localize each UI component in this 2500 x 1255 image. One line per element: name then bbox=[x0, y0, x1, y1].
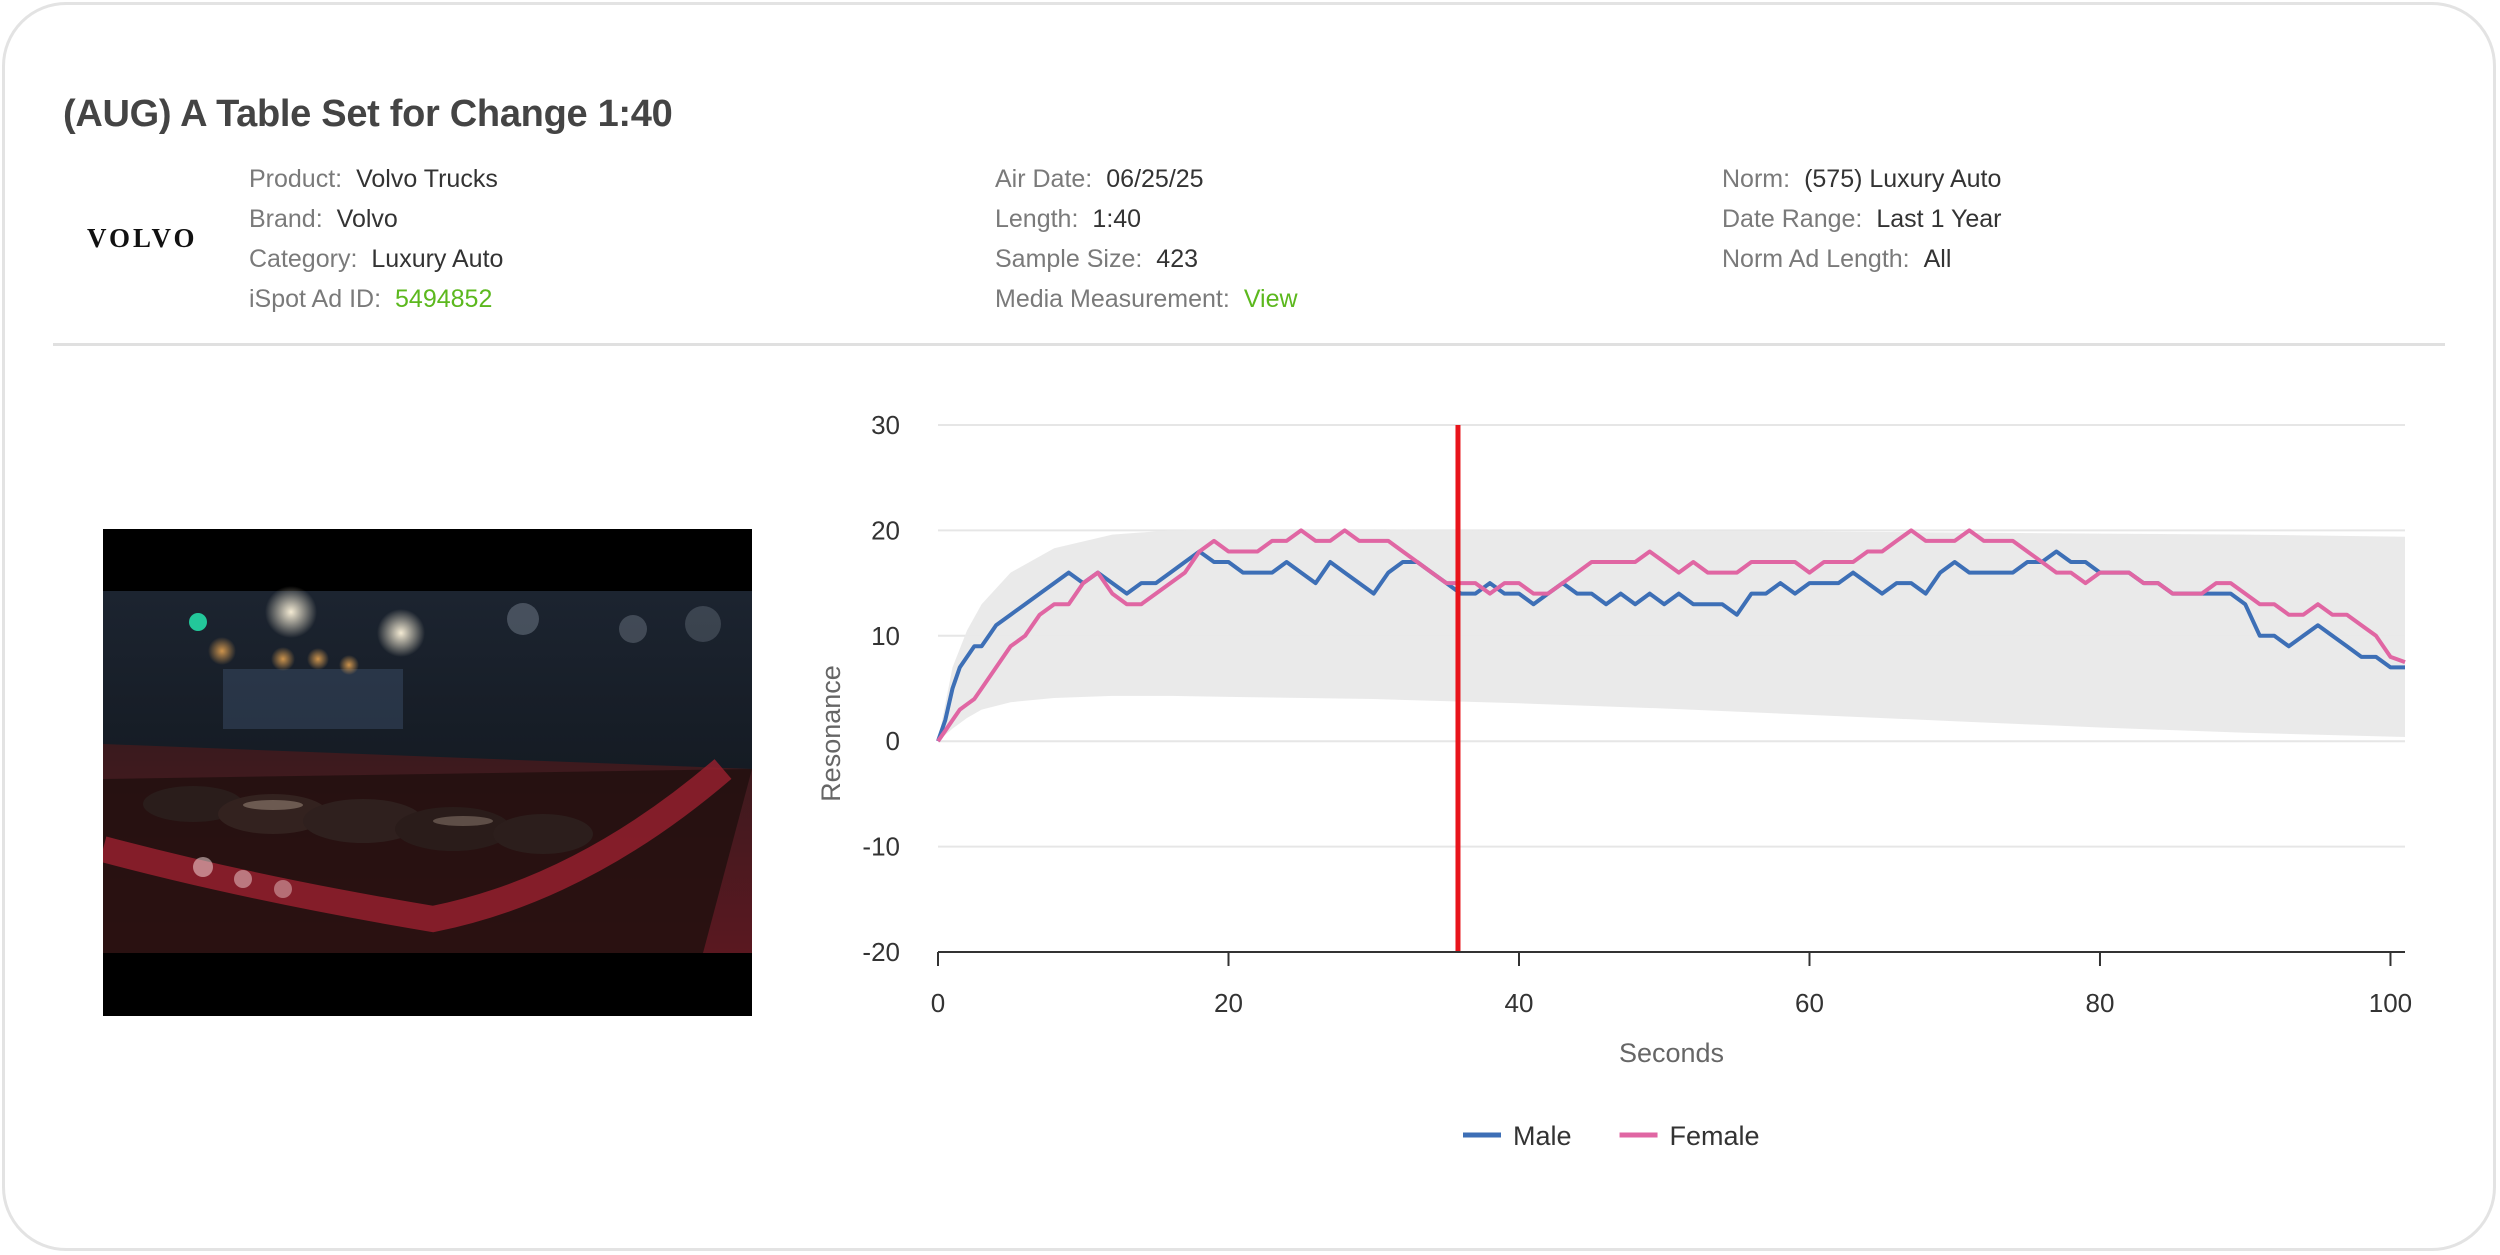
detail-brand: Brand: Volvo bbox=[249, 205, 398, 233]
detail-ad-id: iSpot Ad ID: 5494852 bbox=[249, 285, 493, 313]
x-tick-label: 60 bbox=[1795, 988, 1824, 1018]
video-still-image bbox=[103, 529, 752, 1016]
y-tick-label: 0 bbox=[886, 726, 900, 756]
detail-category: Category: Luxury Auto bbox=[249, 245, 504, 273]
y-tick-label: 20 bbox=[871, 515, 900, 545]
video-thumbnail[interactable] bbox=[103, 529, 752, 1016]
detail-date-range: Date Range: Last 1 Year bbox=[1722, 205, 2002, 233]
chart-axes: -20 -10 0 10 20 30 0 20 40 60 80 100 bbox=[862, 410, 2412, 1018]
chart-series-layer bbox=[936, 528, 2406, 743]
y-axis-title: Resonance bbox=[816, 665, 846, 802]
detail-product: Product: Volvo Trucks bbox=[249, 165, 498, 193]
details-column-airing: Air Date: 06/25/25 Length: 1:40 Sample Siz… bbox=[995, 161, 1298, 321]
details-column-product: Product: Volvo Trucks Brand: Volvo Categor… bbox=[249, 161, 503, 321]
x-tick-label: 20 bbox=[1214, 988, 1243, 1018]
details-column-norm: Norm: (575) Luxury Auto Date Range: Last 1… bbox=[1722, 161, 2002, 281]
header-divider bbox=[53, 343, 2445, 346]
y-tick-label: -20 bbox=[862, 937, 900, 967]
x-tick-label: 0 bbox=[931, 988, 945, 1018]
detail-air-date: Air Date: 06/25/25 bbox=[995, 165, 1204, 193]
legend-label-male[interactable]: Male bbox=[1513, 1121, 1572, 1151]
detail-media-measurement: Media Measurement: View bbox=[995, 285, 1298, 313]
detail-sample-size: Sample Size: 423 bbox=[995, 245, 1199, 273]
y-tick-label: 30 bbox=[871, 410, 900, 440]
ad-id-link[interactable]: 5494852 bbox=[395, 285, 493, 313]
x-tick-label: 100 bbox=[2369, 988, 2412, 1018]
x-axis-title: Seconds bbox=[1619, 1038, 1724, 1068]
detail-length: Length: 1:40 bbox=[995, 205, 1142, 233]
ad-title: (AUG) A Table Set for Change 1:40 bbox=[63, 93, 673, 135]
detail-norm-ad-length: Norm Ad Length: All bbox=[1722, 245, 1952, 273]
chart-legend: Male Female bbox=[1463, 1121, 1760, 1151]
x-tick-label: 40 bbox=[1505, 988, 1534, 1018]
norm-band-area bbox=[938, 529, 2405, 742]
series-line-female[interactable] bbox=[936, 528, 2406, 743]
y-tick-label: -10 bbox=[862, 832, 900, 862]
volvo-logo: VOLVO bbox=[87, 223, 198, 253]
x-tick-label: 80 bbox=[2086, 988, 2115, 1018]
media-measurement-view-link[interactable]: View bbox=[1243, 285, 1298, 313]
y-tick-label: 10 bbox=[871, 621, 900, 651]
legend-label-female[interactable]: Female bbox=[1670, 1121, 1760, 1151]
detail-norm: Norm: (575) Luxury Auto bbox=[1722, 165, 2002, 193]
